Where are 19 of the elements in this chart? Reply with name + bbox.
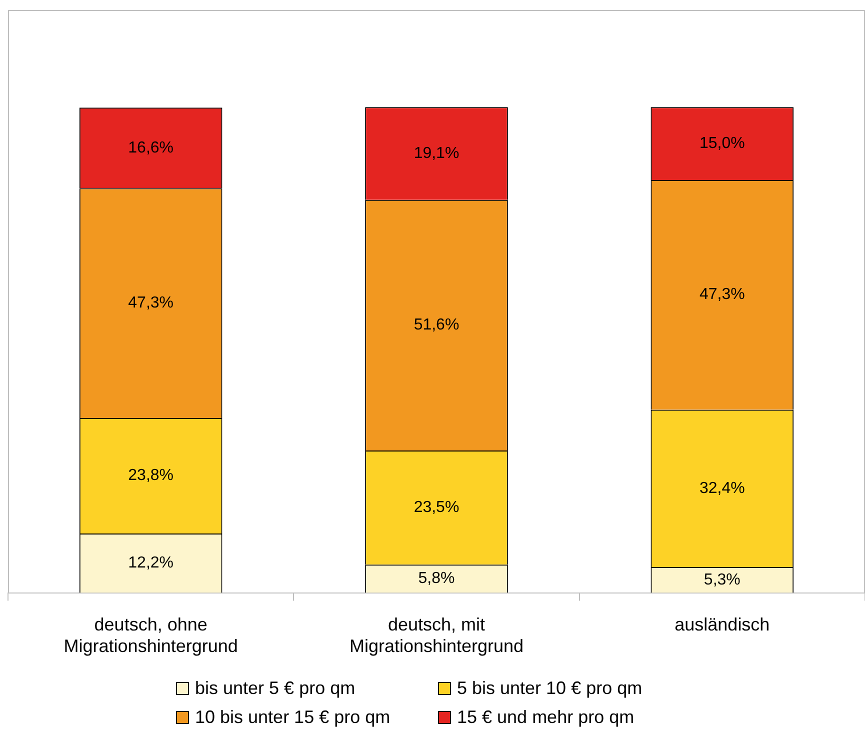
data-label: 15,0% [699, 134, 745, 152]
legend-label: 10 bis unter 15 € pro qm [195, 707, 390, 728]
data-label: 12,2% [128, 554, 174, 572]
x-tick-label: deutsch, ohne Migrationshintergrund [64, 614, 238, 656]
data-label: 23,8% [128, 467, 174, 484]
legend-label: bis unter 5 € pro qm [195, 678, 356, 699]
data-label: 16,6% [128, 139, 174, 156]
data-label: 19,1% [414, 144, 460, 162]
data-label: 47,3% [128, 294, 174, 312]
data-label: 32,4% [699, 480, 745, 497]
x-tick-label: ausländisch [674, 614, 770, 635]
data-label: 51,6% [414, 316, 460, 334]
data-label: 5,3% [704, 571, 740, 588]
data-label: 23,5% [414, 498, 460, 516]
data-label: 5,8% [418, 570, 455, 588]
legend-label: 5 bis unter 10 € pro qm [457, 678, 642, 699]
x-tick-label: deutsch, mit Migrationshintergrund [349, 614, 524, 656]
legend-label: 15 € und mehr pro qm [457, 707, 634, 728]
data-label: 47,3% [699, 286, 745, 304]
